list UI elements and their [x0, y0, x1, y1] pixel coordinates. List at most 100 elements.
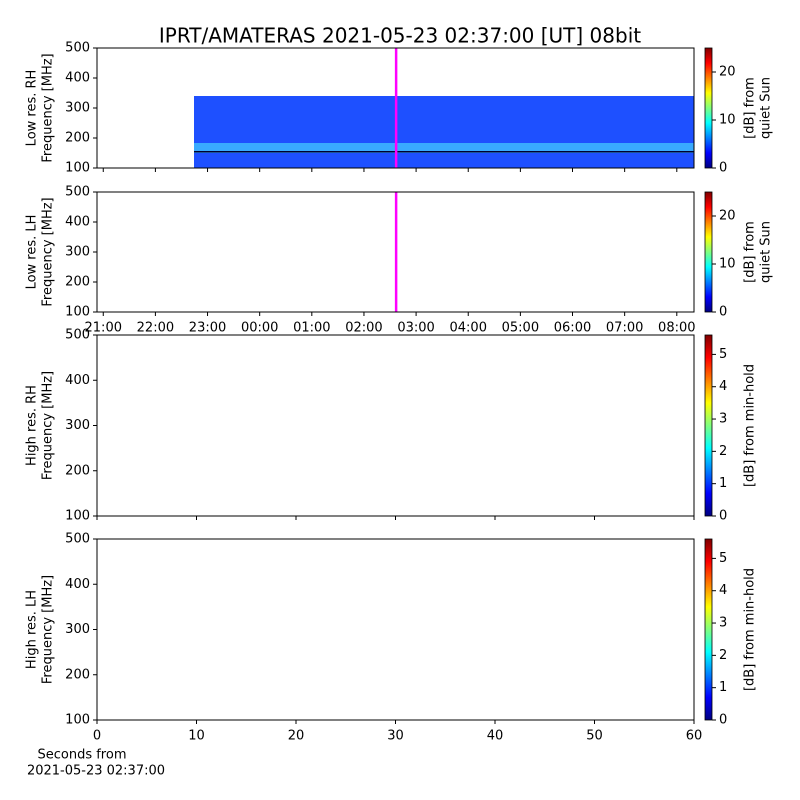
texture	[97, 539, 694, 720]
x-tick-label: 20	[288, 729, 305, 744]
spectrogram	[127, 48, 694, 168]
texture	[247, 48, 507, 54]
y-tick-label: 500	[65, 328, 90, 343]
texture	[97, 335, 694, 516]
colorbar-label: [dB] from	[743, 77, 758, 139]
texture	[97, 662, 694, 663]
colorbar-tick-label: 5	[719, 551, 727, 566]
y-axis-label: Frequency [MHz]	[41, 575, 56, 684]
texture	[97, 478, 694, 498]
texture	[194, 143, 694, 153]
x-tick-label: 40	[487, 729, 504, 744]
x-tick-label: 60	[686, 729, 703, 744]
colorbar-tick-label: 5	[719, 347, 727, 362]
colorbar-label: [dB] from min-hold	[743, 364, 758, 487]
texture	[127, 232, 131, 312]
colorbar-tick-label: 1	[719, 476, 727, 491]
colorbar-label: [dB] from	[743, 221, 758, 283]
y-tick-label: 100	[65, 509, 90, 524]
colorbar-tick-label: 2	[719, 648, 727, 663]
y-tick-label: 500	[65, 532, 90, 547]
x-tick-label: 0	[93, 729, 101, 744]
texture	[217, 624, 697, 638]
y-tick-label: 100	[65, 161, 90, 176]
x-tick-label: 04:00	[450, 321, 487, 336]
spectrogram	[97, 539, 697, 720]
colorbar-tick-label: 10	[719, 113, 736, 128]
colorbar-tick-label: 2	[719, 444, 727, 459]
x-tick-label: 21:00	[85, 321, 122, 336]
texture	[567, 570, 607, 576]
spectrogram	[97, 335, 694, 516]
y-tick-label: 300	[65, 622, 90, 637]
y-axis-label: High res. LH	[25, 590, 40, 669]
texture	[127, 108, 131, 138]
colorbar-tick-label: 20	[719, 65, 736, 80]
y-axis-label: Low res. RH	[25, 70, 40, 147]
texture	[127, 88, 131, 168]
colorbar	[704, 334, 713, 517]
y-tick-label: 400	[65, 215, 90, 230]
texture	[662, 202, 677, 302]
y-axis-label: Frequency [MHz]	[41, 197, 56, 306]
y-tick-label: 200	[65, 275, 90, 290]
colorbar	[704, 538, 713, 721]
x-tick-label: 08:00	[658, 321, 695, 336]
colorbar	[704, 47, 713, 169]
plot-frame	[96, 334, 695, 517]
colorbar-label: quiet Sun	[759, 77, 774, 139]
texture	[427, 569, 687, 579]
x-tick-label: 22:00	[137, 321, 174, 336]
y-tick-label: 200	[65, 131, 90, 146]
texture	[194, 96, 694, 168]
x-tick-label: 07:00	[606, 321, 643, 336]
texture	[127, 252, 131, 282]
y-tick-label: 400	[65, 577, 90, 592]
x-tick-label: 10	[188, 729, 205, 744]
x-axis-label: Seconds from	[37, 748, 126, 763]
y-tick-label: 300	[65, 101, 90, 116]
texture	[567, 627, 687, 634]
colorbar-label: [dB] from min-hold	[743, 568, 758, 691]
texture	[97, 543, 694, 546]
y-axis-label: High res. RH	[25, 385, 40, 466]
y-axis-label: Frequency [MHz]	[41, 371, 56, 480]
y-tick-label: 200	[65, 463, 90, 478]
colorbar-tick-label: 0	[719, 161, 727, 176]
y-tick-label: 100	[65, 713, 90, 728]
y-tick-label: 300	[65, 245, 90, 260]
y-tick-label: 400	[65, 71, 90, 86]
x-axis-label: 2021-05-23 02:37:00	[27, 764, 165, 779]
y-tick-label: 300	[65, 418, 90, 433]
texture	[97, 335, 694, 516]
texture	[97, 682, 694, 700]
colorbar	[704, 191, 713, 313]
x-tick-label: 01:00	[293, 321, 330, 336]
y-tick-label: 400	[65, 373, 90, 388]
texture	[97, 212, 397, 292]
colorbar-tick-label: 0	[719, 509, 727, 524]
colorbar-tick-label: 20	[719, 209, 736, 224]
y-tick-label: 200	[65, 667, 90, 682]
y-tick-label: 100	[65, 305, 90, 320]
x-tick-label: 00:00	[241, 321, 278, 336]
texture	[194, 151, 694, 153]
x-tick-label: 06:00	[554, 321, 591, 336]
colorbar-tick-label: 4	[719, 583, 727, 598]
colorbar-tick-label: 4	[719, 379, 727, 394]
x-tick-label: 30	[387, 729, 404, 744]
x-tick-label: 02:00	[345, 321, 382, 336]
texture	[97, 539, 694, 720]
colorbar-label: quiet Sun	[759, 221, 774, 283]
figure-title: IPRT/AMATERAS 2021-05-23 02:37:00 [UT] 0…	[159, 24, 641, 48]
colorbar-tick-label: 3	[719, 412, 727, 427]
colorbar-tick-label: 1	[719, 680, 727, 695]
y-axis-label: Low res. LH	[25, 215, 40, 290]
x-tick-label: 50	[586, 729, 603, 744]
x-tick-label: 03:00	[397, 321, 434, 336]
y-tick-label: 500	[65, 41, 90, 56]
texture	[97, 478, 694, 498]
texture	[97, 338, 694, 343]
y-axis-label: Frequency [MHz]	[41, 53, 56, 162]
colorbar-tick-label: 0	[719, 713, 727, 728]
